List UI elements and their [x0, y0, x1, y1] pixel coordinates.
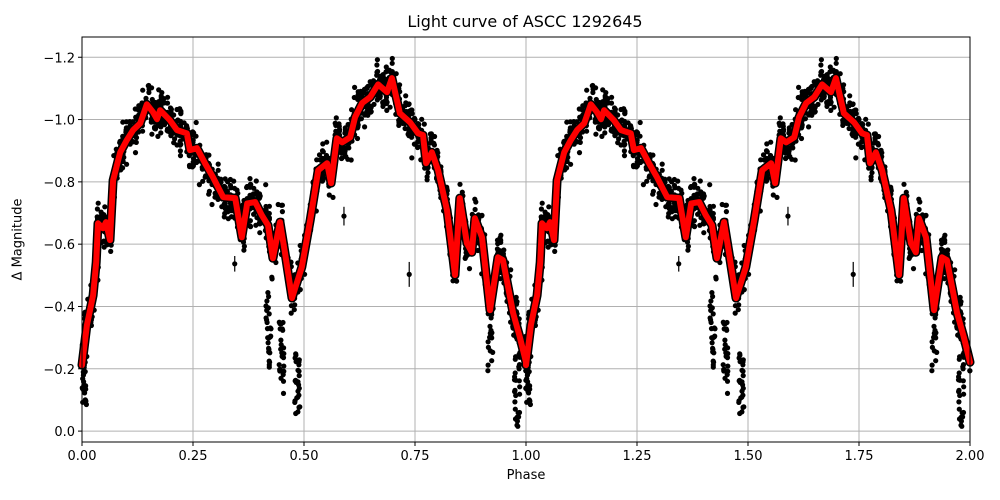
y-axis-ticks: −1.2 −1.0 −0.8 −0.6 −0.4 −0.2 0.0 — [43, 51, 82, 440]
y-tick-label: −0.2 — [43, 363, 75, 378]
x-tick-label: 1.00 — [512, 449, 541, 464]
y-tick-label: −0.6 — [43, 238, 75, 253]
x-axis-label: Phase — [506, 468, 546, 483]
y-tick-label: −1.0 — [43, 114, 75, 129]
y-tick-label: 0.0 — [54, 425, 75, 440]
x-tick-label: 0.00 — [68, 449, 97, 464]
x-tick-label: 1.25 — [623, 449, 652, 464]
binned-curve — [77, 73, 975, 370]
chart-title: Light curve of ASCC 1292645 — [407, 12, 643, 31]
y-tick-label: −0.8 — [43, 176, 75, 191]
x-axis-ticks: 0.00 0.25 0.50 0.75 1.00 1.25 1.50 1.75 2.00 — [68, 442, 985, 464]
x-tick-label: 1.50 — [734, 449, 763, 464]
x-tick-label: 0.50 — [290, 449, 319, 464]
y-tick-label: −1.2 — [43, 51, 75, 66]
x-tick-label: 1.75 — [845, 449, 874, 464]
x-tick-label: 0.75 — [401, 449, 430, 464]
x-tick-label: 2.00 — [956, 449, 985, 464]
y-axis-label: Δ Magnitude — [10, 198, 26, 281]
x-tick-label: 0.25 — [179, 449, 208, 464]
y-tick-label: −0.4 — [43, 300, 75, 315]
